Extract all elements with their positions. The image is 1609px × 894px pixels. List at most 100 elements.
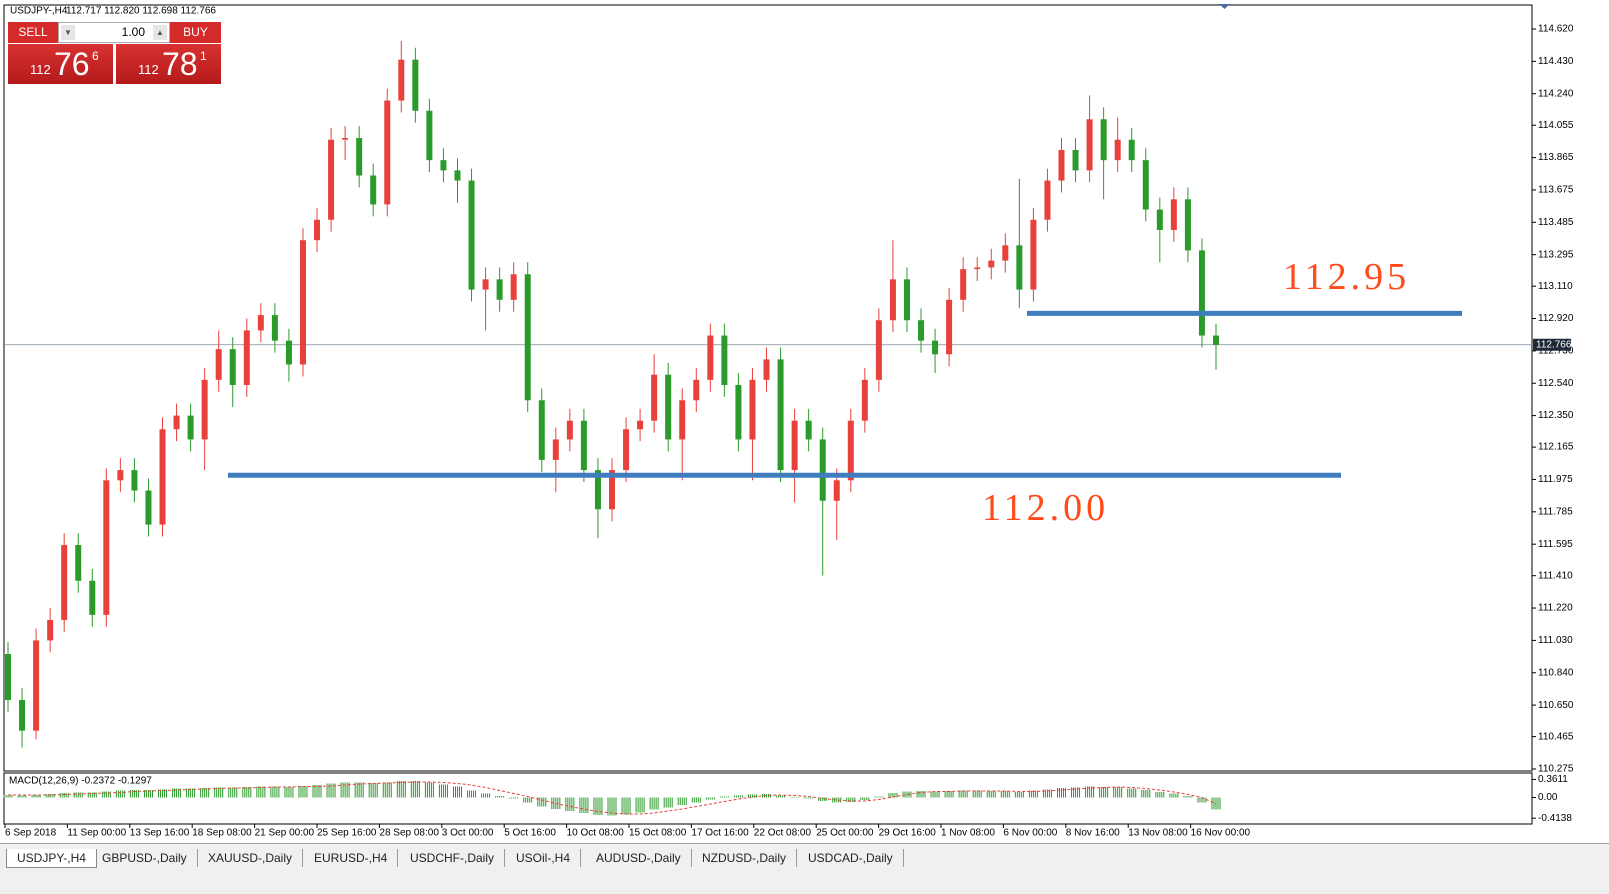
candle-body (847, 420, 854, 481)
candle-body (215, 349, 222, 380)
chart-tab[interactable]: USDJPY-,H4 (6, 849, 97, 868)
y-tick-label: 112.730 (1538, 346, 1574, 357)
price-fraction: 6 (92, 49, 99, 63)
macd-label: MACD(12,26,9) -0.2372 -0.1297 (9, 776, 152, 787)
candle-body (1213, 335, 1219, 345)
y-tick-label: 111.785 (1538, 506, 1573, 517)
candle-body (918, 320, 925, 341)
sell-button[interactable]: SELL (8, 22, 58, 43)
lot-spinner[interactable]: ▼ 1.00 ▲ (58, 22, 170, 43)
chart-tab[interactable]: XAUUSD-,Daily (198, 849, 304, 867)
price-fraction: 1 (200, 49, 207, 63)
candle-body (173, 415, 180, 430)
y-tick-label: 110.465 (1538, 731, 1574, 742)
candle-body (707, 335, 714, 380)
candle-body (763, 359, 770, 380)
candle-body (1198, 250, 1205, 336)
y-tick-label: 113.295 (1538, 249, 1574, 260)
x-tick-label: 13 Nov 08:00 (1128, 828, 1188, 839)
y-tick-label: 113.865 (1538, 152, 1574, 163)
candle-body (623, 429, 630, 471)
sell-price[interactable]: 112 76 6 (8, 44, 113, 84)
buy-price[interactable]: 112 78 1 (116, 44, 221, 84)
candle-body (201, 379, 208, 440)
candle-body (974, 267, 981, 270)
y-tick-label: 112.540 (1538, 378, 1574, 389)
chart-tab[interactable]: GBPUSD-,Daily (92, 849, 198, 867)
candle-body (496, 279, 503, 300)
candle-body (960, 269, 967, 300)
main-frame (3, 4, 1533, 772)
candle-body (61, 545, 68, 620)
candle-body (482, 279, 489, 290)
y-tick-label: 110.840 (1538, 667, 1574, 678)
candle-body (566, 420, 573, 440)
candle-body (1142, 160, 1149, 210)
x-tick-label: 16 Nov 00:00 (1191, 828, 1251, 839)
candle-body (440, 160, 447, 171)
level-annotation: 112.95 (1283, 256, 1410, 298)
candle-body (271, 315, 278, 341)
x-tick-label: 17 Oct 16:00 (691, 828, 749, 839)
x-tick-label: 28 Sep 08:00 (379, 828, 439, 839)
y-tick-label: 112.165 (1538, 442, 1574, 453)
chart-tab[interactable]: EURUSD-,H4 (304, 849, 399, 867)
candle-body (257, 315, 264, 331)
candle-body (1114, 139, 1121, 161)
x-tick-label: 10 Oct 08:00 (567, 828, 625, 839)
chart-tab[interactable]: USDCHF-,Daily (400, 849, 505, 867)
lot-up[interactable]: ▲ (153, 25, 167, 40)
x-tick-label: 11 Sep 00:00 (67, 828, 126, 839)
y-tick-label: 111.030 (1538, 635, 1573, 646)
chart-tab[interactable]: USOil-,H4 (506, 849, 582, 867)
candle-body (342, 138, 349, 140)
last-price-box (1533, 338, 1571, 351)
x-tick-label: 1 Nov 08:00 (941, 828, 995, 839)
macd-y-tick-label: 0.00 (1538, 792, 1558, 803)
x-tick-label: 22 Oct 08:00 (754, 828, 812, 839)
candle-body (356, 138, 363, 176)
candle-body (510, 274, 517, 300)
candle-body (903, 279, 910, 321)
y-tick-label: 110.275 (1538, 764, 1574, 775)
level-annotation: 112.00 (982, 487, 1109, 529)
candle-body (145, 490, 152, 525)
macd-signal (8, 781, 1217, 815)
candle-body (1058, 149, 1065, 181)
candle-body (679, 400, 686, 440)
x-tick-label: 13 Sep 16:00 (130, 828, 190, 839)
y-tick-label: 111.595 (1538, 539, 1573, 550)
y-tick-label: 114.430 (1538, 56, 1574, 67)
y-tick-label: 113.675 (1538, 185, 1574, 196)
y-tick-label: 112.920 (1538, 313, 1574, 324)
candle-body (1128, 139, 1135, 161)
buy-button[interactable]: BUY (170, 22, 221, 43)
lot-down[interactable]: ▼ (61, 25, 75, 40)
candle-body (889, 279, 896, 321)
chart-title: USDJPY-,H4 (10, 6, 68, 17)
candle-body (1002, 245, 1009, 261)
candle-body (946, 299, 953, 355)
candle-body (103, 480, 110, 615)
candle-body (243, 330, 250, 385)
x-tick-label: 29 Oct 16:00 (879, 828, 937, 839)
x-tick-label: 6 Nov 00:00 (1003, 828, 1057, 839)
candle-body (721, 335, 728, 385)
candle-body (454, 170, 461, 181)
candle-body (819, 439, 826, 501)
chart-tab[interactable]: AUDUSD-,Daily (586, 849, 692, 867)
y-tick-label: 114.620 (1538, 24, 1574, 35)
x-tick-label: 6 Sep 2018 (5, 828, 57, 839)
candle-body (833, 480, 840, 501)
x-tick-label: 25 Sep 16:00 (317, 828, 377, 839)
chart-tab[interactable]: NZDUSD-,Daily (692, 849, 797, 867)
candle-body (285, 340, 292, 365)
macd-y-tick-label: 0.3611 (1538, 774, 1568, 785)
candle-body (524, 274, 531, 401)
chart-tab[interactable]: USDCAD-,Daily (798, 849, 904, 867)
price-big-figure: 112 (138, 62, 159, 77)
candle-body (1072, 149, 1079, 171)
y-tick-label: 110.650 (1538, 700, 1574, 711)
x-tick-label: 18 Sep 08:00 (192, 828, 252, 839)
y-tick-label: 113.110 (1538, 281, 1573, 292)
